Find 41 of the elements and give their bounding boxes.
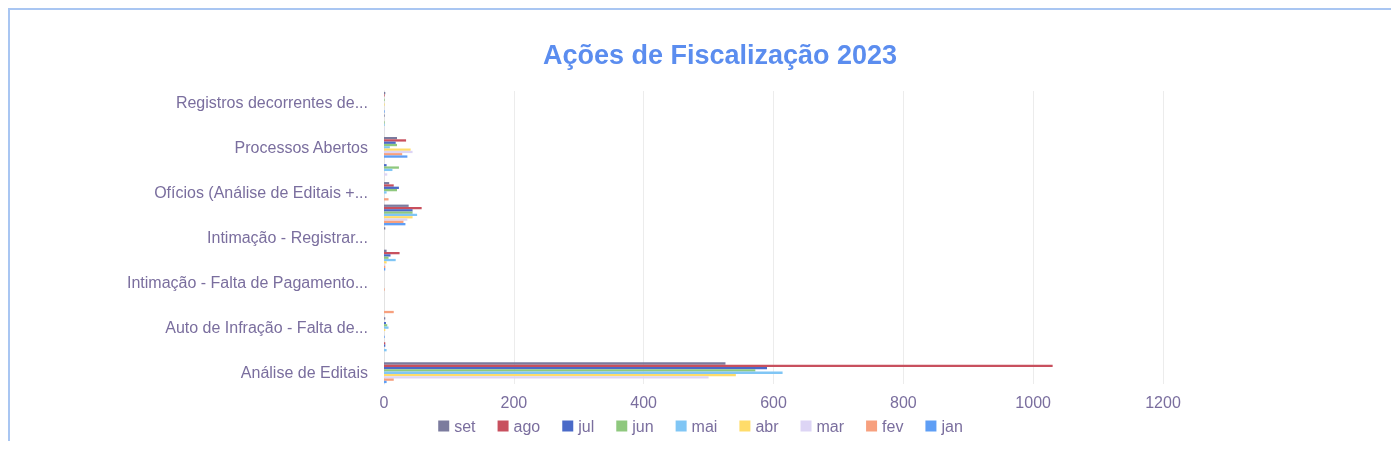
bar bbox=[384, 191, 387, 194]
y-tick-label: Processos Abertos bbox=[234, 138, 368, 156]
bar bbox=[384, 378, 394, 381]
bar bbox=[384, 249, 387, 252]
bar bbox=[384, 164, 387, 167]
bar bbox=[384, 218, 408, 221]
y-tick-label: Intimação - Falta de Pagamento... bbox=[126, 274, 368, 292]
bar bbox=[384, 349, 387, 352]
x-tick-label: 1000 bbox=[1015, 393, 1052, 411]
chart-title: Ações de Fiscalização 2023 bbox=[542, 39, 898, 70]
x-tick-label: 800 bbox=[889, 393, 917, 411]
bar bbox=[384, 310, 394, 314]
legend-label: set bbox=[454, 417, 477, 435]
bar bbox=[384, 362, 726, 365]
y-tick-label: Análise de Editais bbox=[240, 364, 368, 382]
legend-label: mar bbox=[816, 417, 845, 435]
y-tick-label: Registros decorrentes de... bbox=[175, 93, 368, 111]
y-tick-label: Intimação - Registrar... bbox=[207, 229, 368, 246]
x-tick-label: 600 bbox=[760, 393, 787, 411]
legend-label: jun bbox=[631, 417, 654, 435]
legend-label: mai bbox=[691, 417, 718, 435]
bar bbox=[384, 380, 387, 384]
y-tick-label: Auto de Infração - Falta de... bbox=[165, 319, 368, 337]
bar bbox=[384, 166, 399, 169]
legend-label: jan bbox=[940, 417, 963, 435]
x-tick-label: 1200 bbox=[1145, 393, 1181, 411]
bar bbox=[384, 184, 394, 187]
bar bbox=[384, 155, 408, 158]
x-tick-label: 400 bbox=[630, 393, 658, 411]
legend-label: ago bbox=[513, 417, 541, 435]
bar bbox=[384, 173, 388, 176]
x-tick-label: 0 bbox=[379, 393, 389, 411]
legend-label: jul bbox=[577, 417, 595, 435]
legend-label: abr bbox=[755, 417, 780, 435]
y-tick-label: Ofícios (Análise de Editais +... bbox=[154, 183, 368, 201]
legend-label: fev bbox=[882, 417, 904, 435]
bar bbox=[384, 139, 407, 142]
bar bbox=[384, 146, 390, 149]
x-tick-label: 200 bbox=[500, 393, 528, 411]
bar bbox=[384, 198, 389, 201]
bar bbox=[384, 369, 756, 372]
